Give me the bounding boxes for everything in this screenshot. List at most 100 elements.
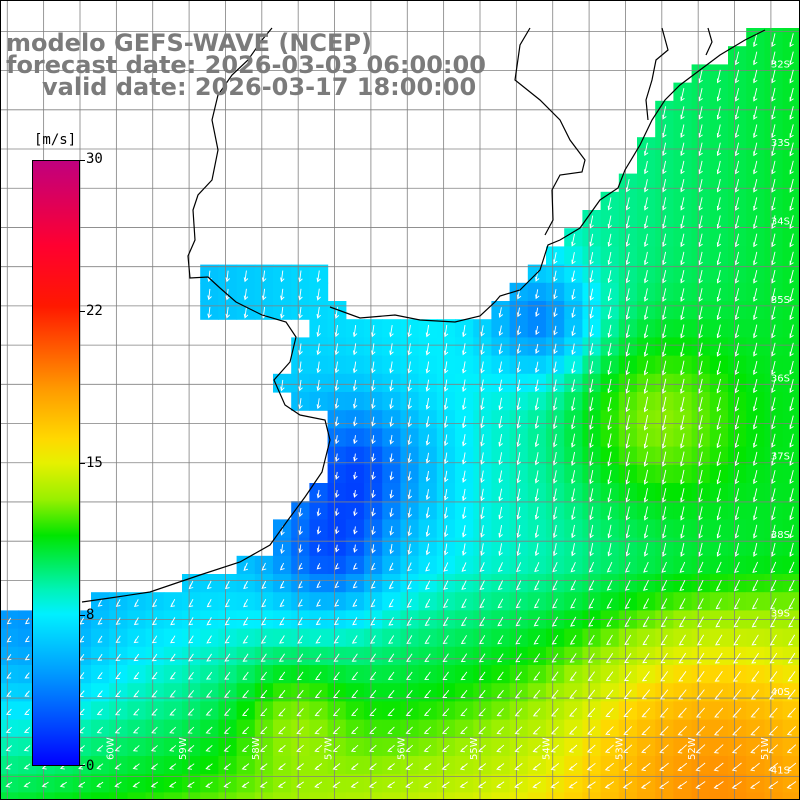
lat-label: 35S (771, 295, 790, 306)
wind-arrow (607, 469, 612, 485)
wind-speed-cell (600, 646, 620, 666)
wind-arrow (334, 581, 340, 589)
wind-arrow (679, 580, 686, 592)
wind-speed-cell (546, 792, 565, 800)
wind-speed-cell (309, 737, 329, 757)
wind-arrow (223, 744, 231, 752)
wind-speed-cell (709, 628, 729, 648)
wind-arrow (659, 707, 669, 718)
wind-arrow (589, 325, 594, 338)
wind-speed-cell (691, 792, 711, 800)
wind-arrow (642, 616, 650, 628)
wind-arrow (278, 653, 285, 662)
wind-arrow (407, 525, 412, 537)
wind-arrow (751, 616, 759, 628)
wind-arrow (734, 561, 740, 574)
wind-speed-cell (436, 737, 456, 757)
wind-speed-cell (546, 774, 565, 793)
wind-arrow (732, 689, 742, 700)
wind-arrow (480, 506, 485, 520)
wind-arrow (586, 781, 596, 789)
wind-arrow (151, 617, 158, 626)
wind-speed-cell (436, 628, 456, 648)
wind-arrow (678, 671, 687, 682)
wind-speed-cell (236, 701, 256, 721)
wind-arrow (151, 653, 158, 662)
wind-arrow (115, 599, 121, 607)
wind-arrow (607, 288, 612, 302)
wind-arrow (298, 398, 303, 410)
wind-arrow (460, 653, 468, 663)
wind-arrow (571, 270, 576, 283)
wind-speed-cell (546, 628, 565, 648)
wind-arrow (425, 343, 431, 356)
wind-arrow (97, 653, 103, 661)
wind-speed-cell (764, 665, 784, 684)
wind-arrow (753, 306, 758, 321)
wind-speed-cell (582, 737, 602, 757)
wind-arrow (735, 378, 740, 394)
wind-speed-cell (709, 719, 729, 739)
wind-arrow (751, 652, 759, 664)
wind-arrow (480, 325, 485, 337)
wind-arrow (789, 33, 794, 48)
wind-speed-cell (36, 792, 56, 800)
wind-arrow (387, 726, 395, 735)
wind-arrow (335, 471, 340, 480)
wind-arrow (589, 451, 594, 467)
wind-arrow (296, 744, 304, 753)
wind-arrow (462, 434, 467, 447)
wind-arrow (115, 653, 121, 662)
wind-arrow (150, 745, 158, 752)
wind-arrow (514, 708, 523, 717)
wind-speed-cell (327, 737, 347, 757)
lon-label: 58W (251, 737, 262, 760)
wind-arrow (662, 542, 667, 557)
wind-arrow (735, 269, 740, 284)
wind-arrow (643, 415, 649, 431)
wind-speed-cell (600, 555, 620, 575)
wind-arrow (553, 343, 558, 355)
wind-arrow (680, 270, 685, 284)
wind-speed-cell (691, 646, 711, 666)
wind-arrow (789, 415, 794, 430)
wind-arrow (132, 763, 140, 770)
wind-arrow (571, 233, 576, 247)
wind-arrow (279, 580, 285, 589)
wind-arrow (335, 490, 340, 498)
wind-arrow (625, 215, 631, 229)
wind-arrow (259, 781, 268, 788)
wind-speed-cell (618, 701, 638, 721)
wind-arrow (753, 397, 758, 412)
wind-arrow (24, 690, 30, 697)
wind-speed-cell (764, 774, 784, 793)
wind-arrow (280, 306, 285, 319)
wind-arrow (425, 580, 431, 590)
wind-arrow (96, 781, 104, 788)
wind-arrow (242, 671, 249, 680)
wind-arrow (662, 469, 667, 485)
wind-speed-cell (782, 264, 800, 284)
wind-arrow (787, 707, 796, 718)
wind-speed-cell (782, 464, 800, 484)
wind-arrow (662, 306, 667, 321)
wind-arrow (387, 708, 395, 716)
wind-arrow (662, 342, 667, 358)
wind-speed-cell (746, 646, 765, 666)
wind-arrow (622, 762, 633, 771)
wind-arrow (680, 542, 685, 557)
wind-arrow (587, 726, 596, 735)
wind-speed-cell (327, 792, 347, 800)
wind-speed-cell (782, 410, 800, 429)
wind-arrow (389, 379, 394, 392)
wind-speed-cell (309, 756, 329, 775)
wind-speed-cell (236, 646, 256, 666)
wind-arrow (605, 707, 614, 717)
wind-arrow (735, 142, 740, 157)
wind-arrow (353, 526, 358, 535)
wind-arrow (661, 580, 668, 591)
wind-arrow (716, 88, 722, 102)
wind-arrow (387, 671, 395, 680)
wind-arrow (553, 452, 558, 466)
wind-arrow (735, 251, 740, 266)
